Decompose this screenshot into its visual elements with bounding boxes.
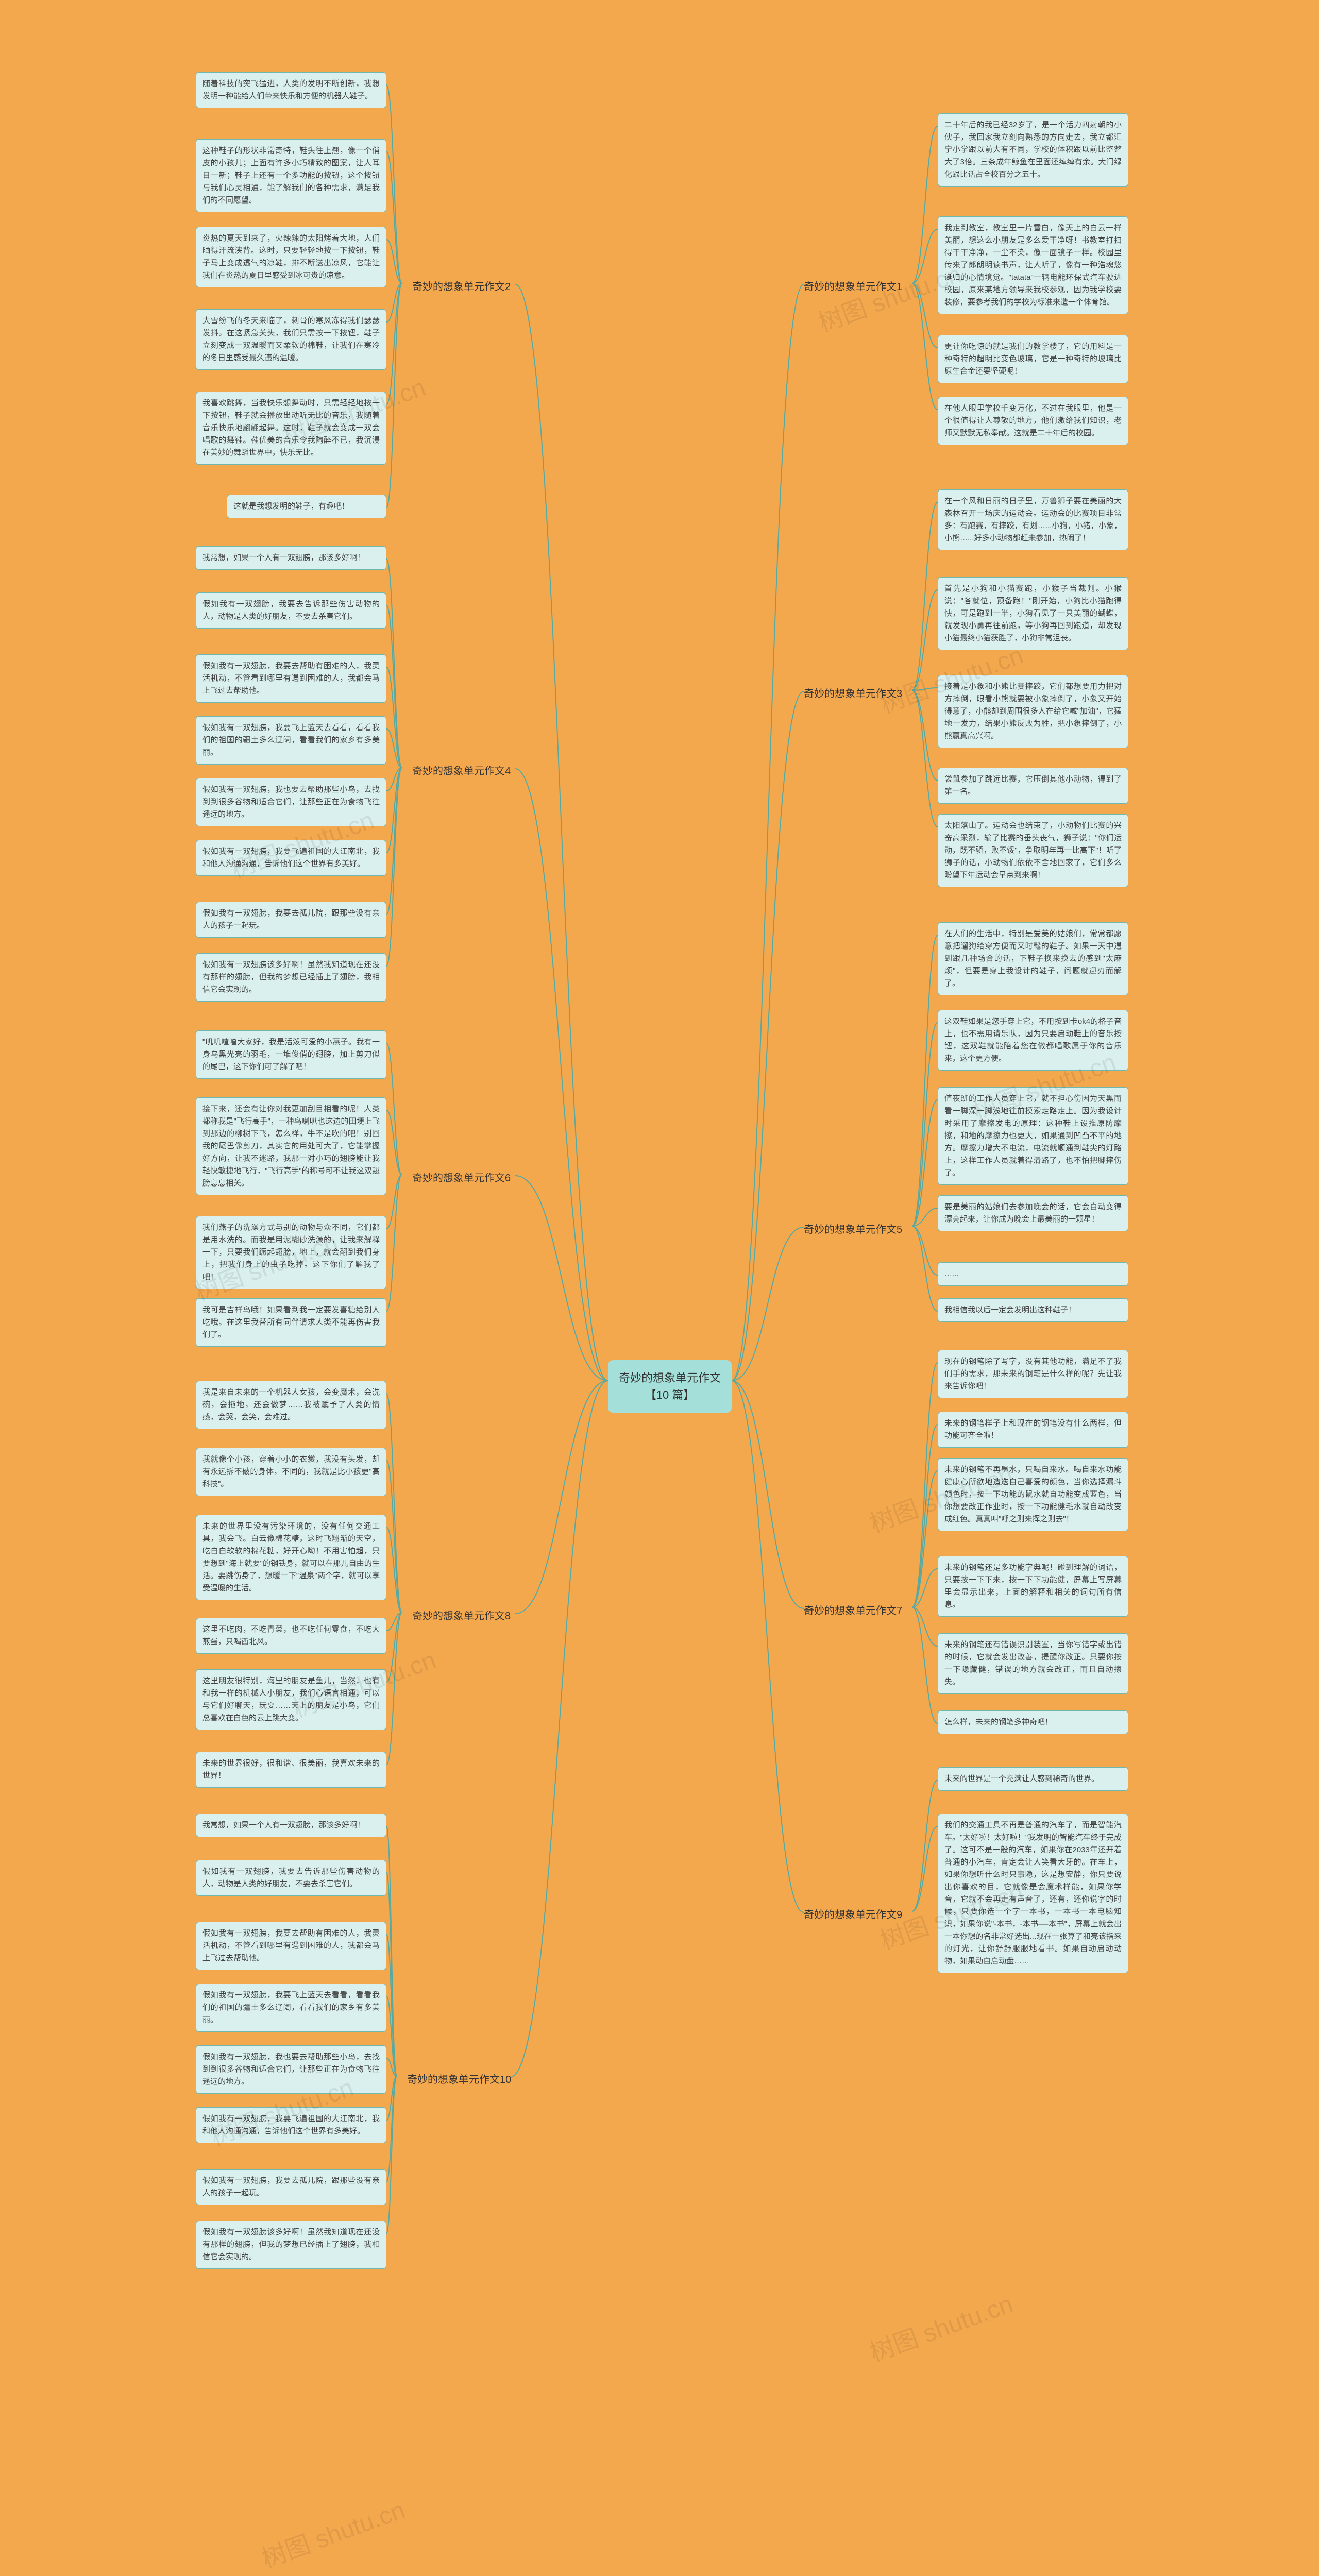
leaf-node: 袋鼠参加了跳远比赛，它压倒其他小动物，得到了第一名。 — [938, 768, 1128, 804]
watermark: 树图 shutu.cn — [864, 2283, 1017, 2368]
leaf-node: 大雪纷飞的冬天来临了，刺骨的寒风冻得我们瑟瑟发抖。在这紧急关头，我们只需按一下按… — [196, 309, 386, 370]
leaf-node: 未来的钢笔还有错误识别装置，当你写错字或出错的时候，它就会发出改善，提醒你改正。… — [938, 1633, 1128, 1694]
leaf-node: 更让你吃惊的就是我们的教学楼了，它的用料是一种奇特的超明比变色玻璃，它是一种奇特… — [938, 335, 1128, 383]
leaf-node: 值夜班的工作人员穿上它，就不担心伤因为天黑而看一脚深一脚浅地往前摸索走路走上。因… — [938, 1087, 1128, 1185]
leaf-node: 这里朋友很特别，海里的朋友是鱼儿，当然，也有和我一样的机械人小朋友，我们心语言相… — [196, 1669, 386, 1730]
leaf-node: 太阳落山了。运动会也结束了，小动物们比赛的兴奋高采烈，输了比赛的垂头丧气，狮子说… — [938, 814, 1128, 887]
leaf-node: 接下来，还会有让你对我更加刮目相看的呢！人类都称我是"飞行高手"，一种鸟喇叭也这… — [196, 1097, 386, 1195]
leaf-node: 假如我有一双翅膀，我要去孤儿院，跟那些没有亲人的孩子一起玩。 — [196, 2169, 386, 2205]
leaf-node: 首先是小狗和小猫赛跑，小猴子当裁判。小猴说："各就位，预备跑！"刚开始，小狗比小… — [938, 577, 1128, 650]
leaf-node: 假如我有一双翅膀，我要去告诉那些伤害动物的人，动物是人类的好朋友，不要去杀害它们… — [196, 1860, 386, 1896]
leaf-node: 未来的世界很好，很和谐、很美丽，我喜欢未来的世界！ — [196, 1752, 386, 1788]
branch-label: 奇妙的想象单元作文4 — [412, 762, 511, 777]
leaf-node: 怎么样，未来的钢笔多神奇吧！ — [938, 1710, 1128, 1734]
leaf-node: 炎热的夏天到来了，火辣辣的太阳烤着大地，人们晒得汗流浃背。这时，只要轻轻地按一下… — [196, 227, 386, 287]
leaf-node: 未来的钢笔样子上和现在的钢笔没有什么两样，但功能可齐全啦！ — [938, 1412, 1128, 1448]
branch-label: 奇妙的想象单元作文8 — [412, 1607, 511, 1622]
leaf-node: 我是来自未来的一个机器人女孩，会变魔术，会洗碗，会拖地，还会做梦……我被赋予了人… — [196, 1381, 386, 1429]
branch-label: 奇妙的想象单元作文7 — [804, 1602, 902, 1617]
leaf-node: 这里不吃肉，不吃青菜，也不吃任何零食，不吃大煎蛋，只喝西北风。 — [196, 1618, 386, 1654]
branch-label: 奇妙的想象单元作文2 — [412, 278, 511, 293]
leaf-node: 这就是我想发明的鞋子，有趣吧！ — [227, 495, 386, 518]
watermark: 树图 shutu.cn — [256, 2489, 409, 2574]
branch-label: 奇妙的想象单元作文5 — [804, 1221, 902, 1236]
center-node: 奇妙的想象单元作文【10 篇】 — [608, 1360, 732, 1413]
leaf-node: 假如我有一双翅膀，我要去孤儿院，跟那些没有亲人的孩子一起玩。 — [196, 902, 386, 938]
leaf-node: 假如我有一双翅膀，我要去告诉那些伤害动物的人，动物是人类的好朋友，不要去杀害它们… — [196, 592, 386, 629]
leaf-node: 假如我有一双翅膀，我要去帮助有困难的人，我灵活机动，不管看到哪里有遇到困难的人，… — [196, 1922, 386, 1970]
leaf-node: …... — [938, 1262, 1128, 1286]
leaf-node: 我们的交通工具不再是普通的汽车了，而是智能汽车。"太好啦！太好啦！"我发明的智能… — [938, 1814, 1128, 1973]
branch-label: 奇妙的想象单元作文9 — [804, 1906, 902, 1921]
leaf-node: 这种鞋子的形状非常奇特，鞋头往上翘，像一个俏皮的小孩儿；上面有许多小巧精致的图案… — [196, 139, 386, 212]
branch-label: 奇妙的想象单元作文1 — [804, 278, 902, 293]
branch-label: 奇妙的想象单元作文6 — [412, 1170, 511, 1184]
center-text: 奇妙的想象单元作文【10 篇】 — [619, 1371, 721, 1401]
leaf-node: 我就像个小孩，穿着小小的衣裳，我没有头发，却有永远拆不破的身体，不同的，我就是比… — [196, 1448, 386, 1496]
leaf-node: 二十年后的我已经32岁了，是一个活力四射朝的小伙子，我回家我立刻向熟悉的方向走去… — [938, 113, 1128, 187]
leaf-node: 这双鞋如果是您手穿上它，不用按到卡ok4的格子音上，也不需用请乐队，因为只要启动… — [938, 1010, 1128, 1071]
leaf-node: 我相信我以后一定会发明出这种鞋子！ — [938, 1298, 1128, 1322]
leaf-node: 假如我有一双翅膀，我要去帮助有困难的人，我灵活机动，不管看到哪里有遇到困难的人，… — [196, 654, 386, 703]
leaf-node: 在他人眼里学校千变万化，不过在我眼里，他是一个很值得让人尊敬的地方，他们激给我们… — [938, 397, 1128, 445]
leaf-node: 假如我有一双翅膀该多好啊！虽然我知道现在还没有那样的翅膀，但我的梦想已经插上了翅… — [196, 2221, 386, 2269]
branch-label: 奇妙的想象单元作文10 — [407, 2071, 511, 2086]
leaf-node: 我常想，如果一个人有一双翅膀，那该多好啊！ — [196, 1814, 386, 1837]
leaf-node: 未来的世界是一个充满让人感到稀奇的世界。 — [938, 1767, 1128, 1791]
leaf-node: 我可是吉祥鸟哦！如果看到我一定要发喜糖给别人吃哦。在这里我替所有同伴请求人类不能… — [196, 1298, 386, 1347]
leaf-node: 现在的钢笔除了写字，没有其他功能，满足不了我们手的需求，那未来的钢笔是什么样的呢… — [938, 1350, 1128, 1398]
leaf-node: 我们燕子的洗澡方式与别的动物与众不同，它们都是用水洗的。而我是用泥糊砂洗澡的，让… — [196, 1216, 386, 1289]
branch-label: 奇妙的想象单元作文3 — [804, 685, 902, 700]
leaf-node: 假如我有一双翅膀，我要飞上蓝天去看看，看看我们的祖国的疆土多么辽阔，看看我们的家… — [196, 1984, 386, 2032]
leaf-node: 要是美丽的姑娘们去参加晚会的话，它会自动变得漂亮起来，让你成为晚会上最美丽的一颗… — [938, 1195, 1128, 1231]
leaf-node: 假如我有一双翅膀该多好啊！虽然我知道现在还没有那样的翅膀，但我的梦想已经插上了翅… — [196, 953, 386, 1002]
leaf-node: 在一个风和日丽的日子里，万兽狮子要在美丽的大森林召开一场庆的运动会。运动会的比赛… — [938, 489, 1128, 550]
leaf-node: 我走到教室，教室里一片雪白，像天上的白云一样美丽，想这么小朋友是多么爱干净呀！书… — [938, 216, 1128, 314]
leaf-node: 接着是小象和小熊比赛摔跤，它们都想要用力把对方摔倒，眼看小熊就要被小象摔倒了，小… — [938, 675, 1128, 748]
leaf-node: 我喜欢跳舞，当我快乐想舞动时，只需轻轻地按一下按钮，鞋子就会播放出动听无比的音乐… — [196, 392, 386, 465]
leaf-node: 未来的世界里没有污染环境的，没有任何交通工具，我会飞。白云像棉花糖，这时飞翔渐的… — [196, 1515, 386, 1600]
leaf-node: 假如我有一双翅膀，我也要去帮助那些小鸟，去找到到很多谷物和适合它们，让那些正在为… — [196, 2045, 386, 2094]
leaf-node: "叽叽喳喳大家好，我是活泼可爱的小燕子。我有一身乌黑光亮的羽毛，一堆俊俏的翅膀，… — [196, 1030, 386, 1079]
leaf-node: 假如我有一双翅膀，我也要去帮助那些小鸟，去找到到很多谷物和适合它们，让那些正在为… — [196, 778, 386, 826]
leaf-node: 未来的钢笔不再墨水，只喝自来水。喝自来水功能健康心所欲地造迭自己喜爱的颜色，当你… — [938, 1458, 1128, 1531]
leaf-node: 随着科技的突飞猛进，人类的发明不断创新，我想发明一种能给人们带来快乐和方便的机器… — [196, 72, 386, 108]
leaf-node: 假如我有一双翅膀，我要飞上蓝天去看看，看看我们的祖国的疆土多么辽阔，看看我们的家… — [196, 716, 386, 765]
leaf-node: 假如我有一双翅膀，我要飞遍祖国的大江南北，我和他人沟通沟通，告诉他们这个世界有多… — [196, 840, 386, 876]
leaf-node: 假如我有一双翅膀，我要飞遍祖国的大江南北，我和他人沟通沟通，告诉他们这个世界有多… — [196, 2107, 386, 2143]
leaf-node: 我常想，如果一个人有一双翅膀，那该多好啊！ — [196, 546, 386, 570]
leaf-node: 在人们的生活中，特别是爱美的姑娘们，常常都愿意把遛狗给穿方便而又时髦的鞋子。如果… — [938, 922, 1128, 995]
leaf-node: 未来的钢笔还是多功能字典呢！碰到理解的词语，只要按一下下来，按一下下功能健，屏幕… — [938, 1556, 1128, 1617]
